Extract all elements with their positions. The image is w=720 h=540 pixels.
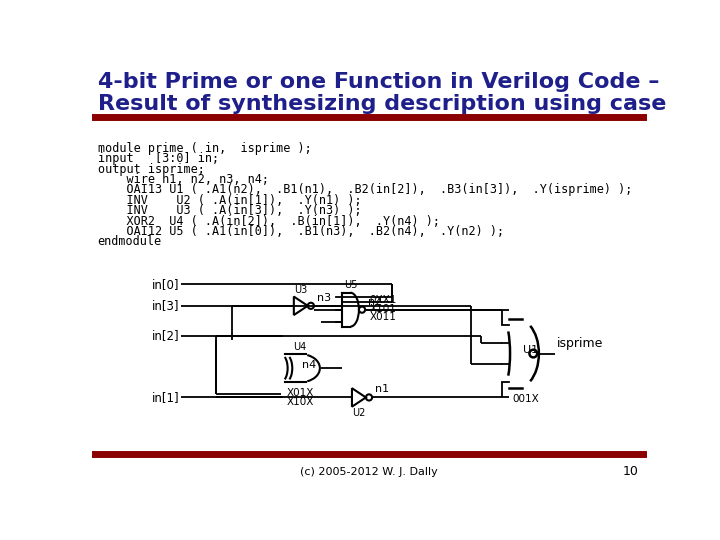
Text: U5: U5 xyxy=(343,280,357,291)
Text: U1: U1 xyxy=(523,345,538,355)
Text: in[3]: in[3] xyxy=(152,299,179,312)
Text: INV    U2 ( .A(in[1]),  .Y(n1) );: INV U2 ( .A(in[1]), .Y(n1) ); xyxy=(98,194,361,207)
Text: XOR2  U4 ( .A(in[2]),  .B(in[1]),  .Y(n4) );: XOR2 U4 ( .A(in[2]), .B(in[1]), .Y(n4) )… xyxy=(98,214,440,227)
Text: input   [3:0] in;: input [3:0] in; xyxy=(98,152,219,165)
Text: module prime ( in,  isprime );: module prime ( in, isprime ); xyxy=(98,142,312,155)
Text: (c) 2005-2012 W. J. Dally: (c) 2005-2012 W. J. Dally xyxy=(300,467,438,477)
Text: in[2]: in[2] xyxy=(151,329,179,342)
Text: INV    U3 ( .A(in[3]),  .Y(n3) );: INV U3 ( .A(in[3]), .Y(n3) ); xyxy=(98,204,361,217)
Text: U3: U3 xyxy=(294,285,307,295)
Text: n4: n4 xyxy=(302,360,317,370)
Text: X011: X011 xyxy=(370,312,397,322)
Text: OAI12 U5 ( .A1(in[0]),  .B1(n3),  .B2(n4),  .Y(n2) );: OAI12 U5 ( .A1(in[0]), .B1(n3), .B2(n4),… xyxy=(98,225,504,238)
Text: wire n1, n2, n3, n4;: wire n1, n2, n3, n4; xyxy=(98,173,269,186)
Text: n2: n2 xyxy=(368,296,382,307)
Text: isprime: isprime xyxy=(557,338,603,350)
Text: X101: X101 xyxy=(370,303,397,314)
Text: X01X: X01X xyxy=(287,388,314,398)
Text: OAI13 U1 ( .A1(n2),  .B1(n1),  .B2(in[2]),  .B3(in[3]),  .Y(isprime) );: OAI13 U1 ( .A1(n2), .B1(n1), .B2(in[2]),… xyxy=(98,184,632,197)
Text: in[0]: in[0] xyxy=(152,278,179,291)
Text: 0XX1: 0XX1 xyxy=(370,295,397,305)
Text: in[1]: in[1] xyxy=(151,391,179,404)
Text: Result of synthesizing description using case: Result of synthesizing description using… xyxy=(98,94,666,114)
Text: output isprime;: output isprime; xyxy=(98,163,204,176)
Text: X10X: X10X xyxy=(287,397,314,408)
Text: U4: U4 xyxy=(292,342,306,352)
Text: U2: U2 xyxy=(352,408,366,418)
Text: 001X: 001X xyxy=(513,394,539,404)
Text: n1: n1 xyxy=(375,384,390,394)
Text: n3: n3 xyxy=(317,293,331,303)
Text: 10: 10 xyxy=(623,465,639,478)
Text: endmodule: endmodule xyxy=(98,235,162,248)
Text: 4-bit Prime or one Function in Verilog Code –: 4-bit Prime or one Function in Verilog C… xyxy=(98,72,660,92)
